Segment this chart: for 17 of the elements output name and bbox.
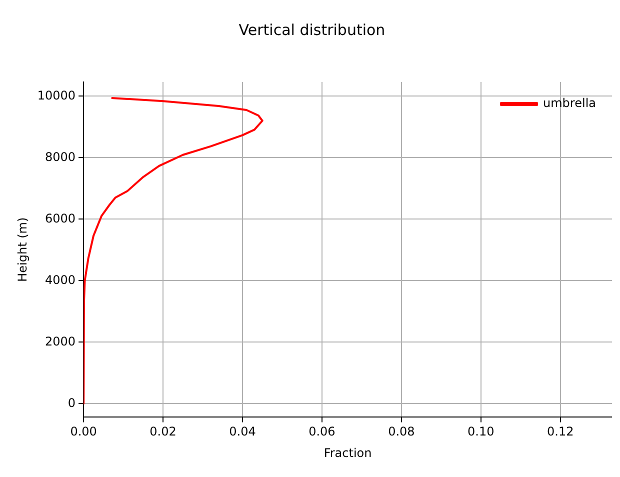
legend-label: umbrella — [543, 96, 596, 110]
y-tick-label: 4000 — [45, 272, 76, 287]
x-tick-label: 0.00 — [70, 424, 97, 439]
y-tick-label: 2000 — [45, 334, 76, 348]
y-tick-label: 8000 — [45, 150, 76, 164]
x-tick-label: 0.10 — [468, 424, 494, 439]
chart-title: Vertical distribution — [238, 20, 386, 39]
x-tick-label: 0.12 — [546, 424, 574, 439]
y-tick-label: 10000 — [37, 88, 76, 102]
y-tick-label: 6000 — [45, 211, 76, 226]
x-tick-label: 0.08 — [388, 424, 415, 439]
x-tick-label: 0.06 — [308, 424, 336, 439]
x-tick-label: 0.02 — [150, 424, 176, 439]
x-axis-title: Fraction — [324, 446, 372, 460]
y-tick-label: 0 — [68, 396, 76, 410]
x-tick-label: 0.04 — [229, 424, 256, 439]
y-axis-title: Height (m) — [15, 217, 30, 282]
